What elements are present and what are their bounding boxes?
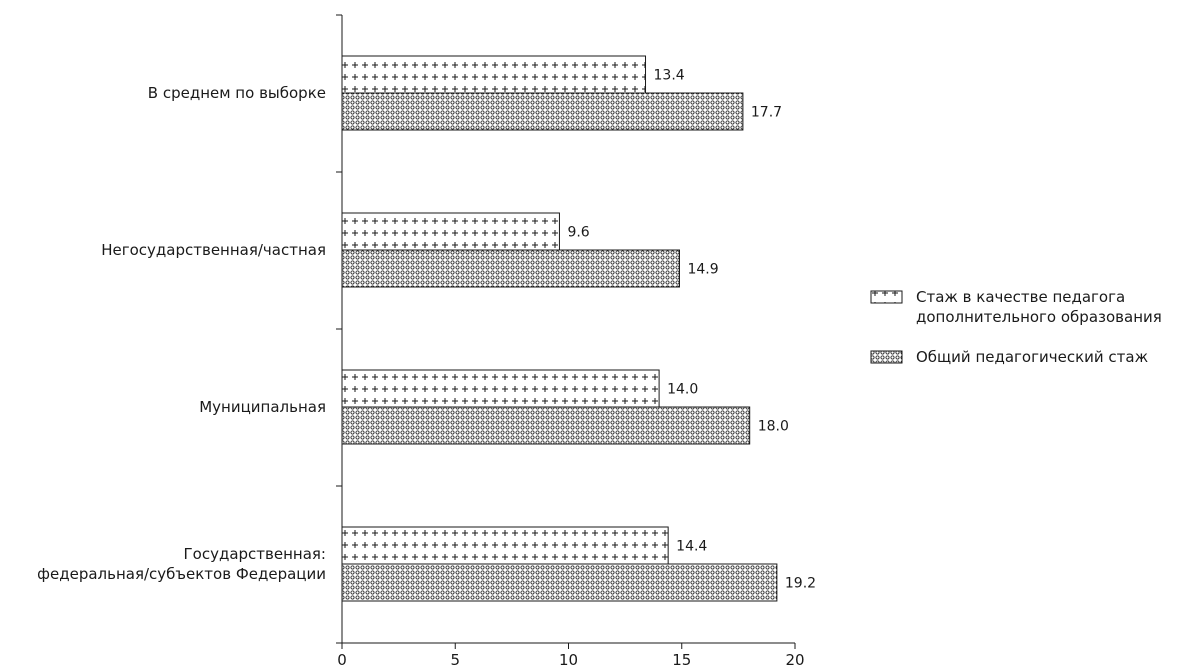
category-label: Негосударственная/частная: [101, 241, 326, 259]
data-label: 14.4: [676, 539, 707, 555]
bar-dop-staj: [341, 526, 669, 565]
bar-dop-staj: [341, 369, 660, 408]
bar-dop-staj: [341, 55, 647, 94]
x-tick-label: 10: [559, 651, 578, 669]
x-tick-label: 0: [337, 651, 347, 669]
data-label: 13.4: [654, 68, 685, 84]
data-label: 18.0: [758, 419, 789, 435]
data-label: 14.0: [667, 382, 698, 398]
legend: Стаж в качестве педагога дополнительного …: [870, 288, 1162, 366]
bar-obshiy-staj: [341, 563, 778, 602]
bar-obshiy-staj: [341, 249, 680, 288]
bar-dop-staj: [341, 212, 560, 251]
x-tick-label: 15: [672, 651, 691, 669]
bars: 13.4 17.7 В среднем по выборке 9.6 14.9 Негос…: [37, 55, 816, 602]
bar-obshiy-staj: [341, 92, 744, 131]
legend-swatch: [870, 290, 903, 304]
category-label-line: В среднем по выборке: [148, 84, 326, 102]
category-label: Муниципальная: [199, 398, 326, 416]
legend-label-line: Стаж в качестве педагога: [916, 288, 1125, 306]
category-label: В среднем по выборке: [148, 84, 326, 102]
bar-obshiy-staj: [341, 406, 751, 445]
category-label: Государственная: федеральная/субъектов Фе…: [37, 545, 326, 583]
data-label: 19.2: [785, 576, 816, 592]
legend-swatch: [870, 350, 903, 364]
x-tick-label: 20: [785, 651, 804, 669]
data-label: 9.6: [567, 225, 589, 241]
legend-label: Стаж в качестве педагога дополнительного …: [916, 288, 1162, 326]
x-tick-label: 5: [450, 651, 460, 669]
legend-label-line: Общий педагогический стаж: [916, 348, 1148, 366]
data-label: 17.7: [751, 105, 782, 121]
category-label-line: Негосударственная/частная: [101, 241, 326, 259]
legend-label: Общий педагогический стаж: [916, 348, 1148, 366]
data-label: 14.9: [687, 262, 718, 278]
category-label-line: Государственная:: [184, 545, 326, 563]
category-label-line: федеральная/субъектов Федерации: [37, 565, 326, 583]
legend-label-line: дополнительного образования: [916, 308, 1162, 326]
category-label-line: Муниципальная: [199, 398, 326, 416]
